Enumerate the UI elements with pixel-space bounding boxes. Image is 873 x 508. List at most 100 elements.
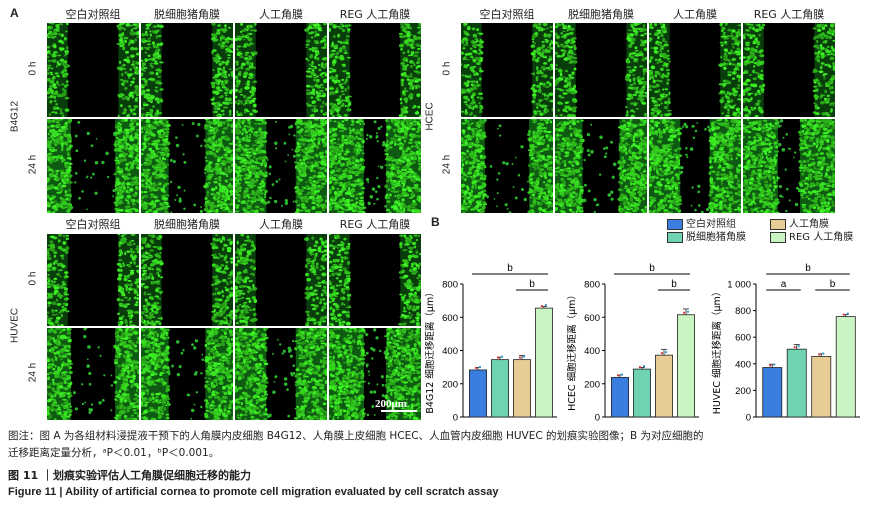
y-tick-label: 400 — [442, 346, 458, 357]
bar — [677, 314, 695, 418]
scratch-image — [235, 119, 327, 213]
column-label: 脱细胞猪角膜 — [154, 218, 220, 231]
scratch-image — [555, 23, 647, 117]
row-label: 24 h — [27, 362, 39, 383]
y-tick-label: 800 — [735, 306, 751, 317]
data-point — [769, 364, 772, 367]
scratch-image — [461, 23, 553, 117]
scratch-image — [329, 328, 421, 420]
scratch-image — [649, 119, 741, 213]
cell-line-label: HCEC — [424, 102, 436, 131]
y-tick-label: 1 000 — [727, 280, 751, 291]
legend-swatch — [667, 218, 683, 230]
column-label: 人工角膜 — [259, 218, 303, 231]
data-point — [478, 365, 482, 369]
significance-label: b — [805, 263, 811, 274]
scale-bar: 200μm — [375, 398, 417, 412]
y-axis-label: B4G12 细胞迁移距离（μm） — [425, 287, 436, 413]
data-point — [818, 353, 821, 356]
legend-swatch — [770, 231, 786, 243]
scratch-image — [235, 23, 327, 117]
bar — [491, 359, 509, 418]
data-point — [638, 366, 642, 369]
chart-legend: 空白对照组 人工角膜 脱细胞猪角膜 REG 人工角膜 — [667, 215, 867, 245]
data-point — [682, 311, 686, 314]
huvec-migration-chart: 0 200 400 600 800 1 000 HUVEC 细胞迁移距离（μm） b a b — [711, 263, 860, 424]
column-label: 空白对照组 — [479, 8, 535, 21]
bar — [535, 307, 553, 418]
scratch-image — [329, 119, 421, 213]
legend-item-decellularized: 脱细胞猪角膜 — [667, 228, 746, 243]
significance-label: b — [529, 279, 535, 290]
scale-bar-line — [381, 410, 417, 412]
y-tick-label: 200 — [442, 379, 458, 390]
y-tick-label: 800 — [442, 280, 458, 291]
legend-swatch — [770, 218, 786, 230]
y-axis-label: HUVEC 细胞迁移距离（μm） — [711, 287, 723, 415]
b4g12-migration-chart: 0 200 400 600 800 B4G12 细胞迁移距离（μm） b b — [425, 263, 557, 424]
bar — [835, 316, 856, 418]
legend-item-reg: REG 人工角膜 — [770, 228, 853, 243]
panel-a-label: A — [10, 6, 19, 20]
y-tick-label: 200 — [584, 379, 600, 390]
scratch-image — [743, 119, 835, 213]
column-label: 脱细胞猪角膜 — [568, 8, 634, 21]
cell-line-label: B4G12 — [9, 100, 21, 133]
scale-bar-label: 200μm — [375, 398, 407, 410]
panel-b-label: B — [431, 215, 440, 229]
scratch-image — [743, 23, 835, 117]
significance-label: b — [649, 263, 655, 274]
data-point — [793, 346, 796, 349]
y-tick-label: 0 — [453, 413, 458, 424]
y-tick-label: 600 — [442, 313, 458, 324]
y-tick-label: 800 — [584, 280, 600, 291]
caption-line-2: 迁移距离定量分析，ᵃP＜0.01，ᵇP＜0.001。 — [8, 447, 220, 459]
scratch-image — [47, 328, 139, 420]
data-point — [842, 313, 845, 316]
figure-title-en: Figure 11 | Ability of artificial cornea… — [8, 486, 499, 498]
data-point — [664, 351, 668, 354]
legend-item-artificial: 人工角膜 — [770, 215, 829, 230]
scratch-image — [235, 328, 327, 420]
legend-item-control: 空白对照组 — [667, 215, 736, 230]
y-tick-label: 0 — [595, 413, 600, 424]
scratch-image — [141, 234, 233, 326]
data-point — [660, 352, 664, 355]
scratch-image — [329, 23, 421, 117]
y-tick-label: 600 — [735, 333, 751, 344]
column-label: 脱细胞猪角膜 — [154, 8, 220, 21]
column-label: 空白对照组 — [65, 8, 121, 21]
caption-line-1: 图注：图 A 为各组材料浸提液干预下的人角膜内皮细胞 B4G12、人角膜上皮细胞… — [8, 430, 704, 442]
column-label: REG 人工角膜 — [339, 218, 411, 231]
y-tick-label: 400 — [584, 346, 600, 357]
row-label: 0 h — [27, 61, 39, 76]
data-point — [500, 355, 504, 358]
significance-label: b — [830, 279, 836, 290]
data-point — [522, 355, 526, 358]
data-point — [474, 366, 478, 370]
row-label: 24 h — [441, 154, 453, 175]
row-label: 0 h — [27, 271, 39, 286]
data-point — [797, 345, 800, 348]
bar — [762, 367, 783, 418]
scratch-image — [47, 119, 139, 213]
data-point — [620, 373, 624, 376]
column-label: 人工角膜 — [673, 8, 717, 21]
y-tick-label: 0 — [746, 413, 751, 424]
y-axis-label: HCEC 细胞迁移距离（μm） — [567, 290, 578, 411]
y-tick-label: 400 — [735, 359, 751, 370]
data-point — [616, 374, 620, 377]
scratch-image — [555, 119, 647, 213]
cell-line-label: HUVEC — [9, 308, 21, 344]
scratch-image — [649, 23, 741, 117]
data-point — [822, 352, 825, 355]
scratch-image — [235, 234, 327, 326]
column-label: 人工角膜 — [259, 8, 303, 21]
significance-label: a — [781, 279, 787, 290]
bar — [513, 359, 531, 418]
scratch-image — [47, 23, 139, 117]
scratch-image — [329, 234, 421, 326]
significance-label: b — [507, 263, 513, 274]
data-point — [642, 365, 646, 368]
bar — [655, 354, 673, 418]
